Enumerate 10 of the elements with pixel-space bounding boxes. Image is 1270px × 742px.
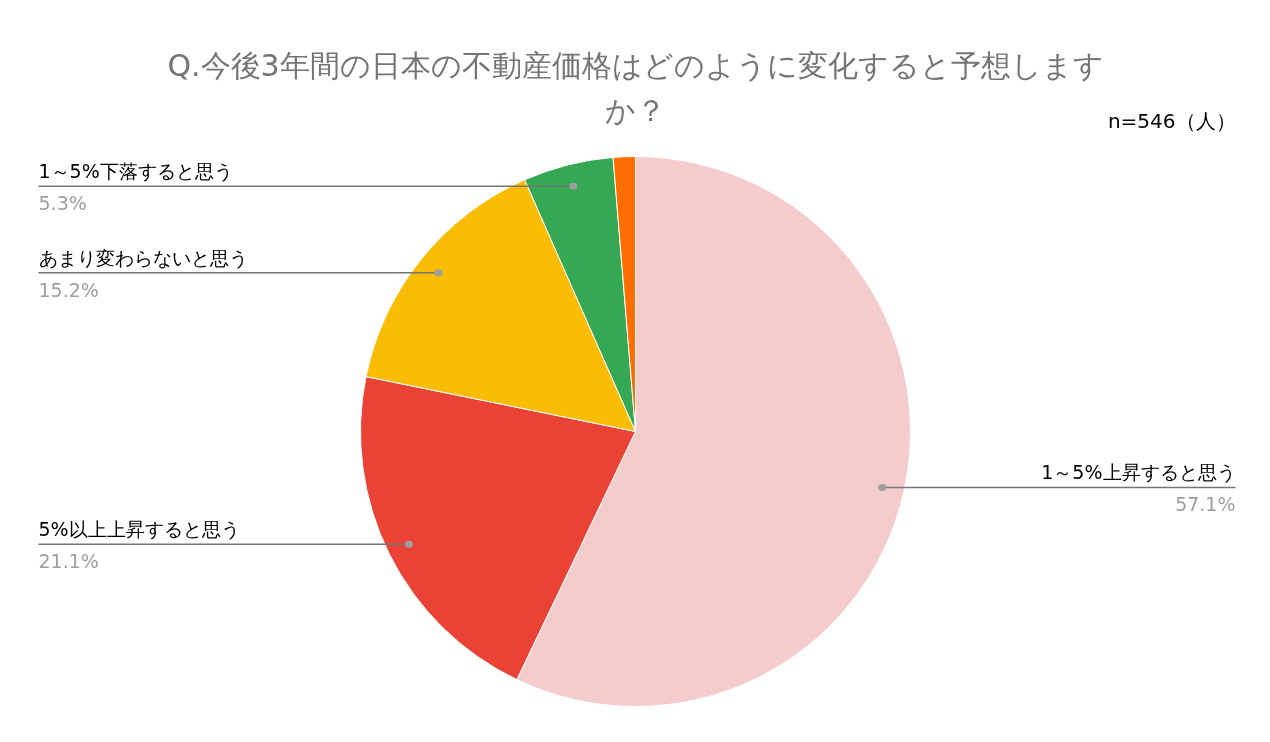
chart-title: Q.今後3年間の日本の不動産価格はどのように変化すると予想しますか？ [167, 48, 1104, 128]
slice-label: 1～5%下落すると思う [38, 160, 233, 183]
data-label: 21.1% [38, 550, 99, 573]
data-label: 57.1% [1175, 493, 1236, 516]
slice-label: 5%以上上昇すると思う [38, 518, 240, 541]
slice-label: 1～5%上昇すると思う [1041, 461, 1236, 484]
text: n=546（人） [1107, 108, 1236, 133]
slice-label: あまり変わらないと思う [38, 246, 248, 269]
data-label: 5.3% [38, 192, 87, 215]
data-label: 15.2% [38, 278, 99, 301]
